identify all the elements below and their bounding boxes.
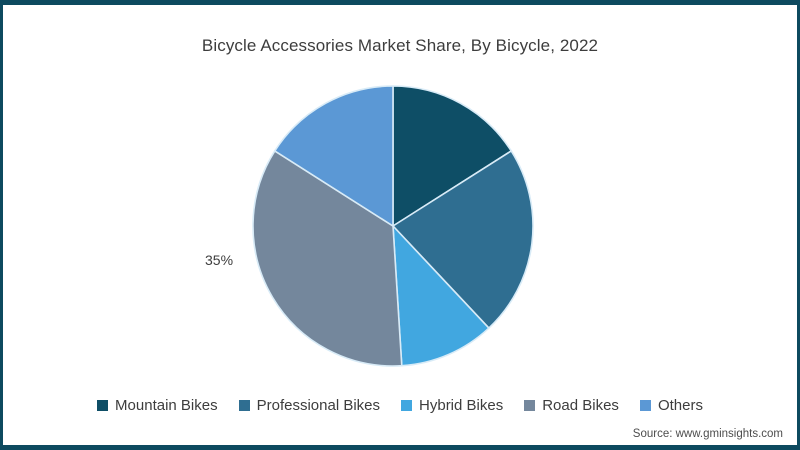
- legend-swatch-professional-bikes: [238, 400, 250, 411]
- legend-swatch-mountain-bikes: [97, 400, 109, 411]
- legend-swatch-hybrid-bikes: [401, 400, 413, 411]
- pie-slice-professional-bikes: [392, 150, 534, 329]
- pie-slice-road-bikes: [252, 150, 403, 367]
- legend-item-professional-bikes: Professional Bikes: [238, 397, 381, 414]
- legend-label-mountain-bikes: Mountain Bikes: [115, 397, 218, 414]
- legend-item-road-bikes: Road Bikes: [524, 397, 619, 414]
- source-attribution: Source: www.gminsights.com: [632, 428, 783, 440]
- legend-item-mountain-bikes: Mountain Bikes: [97, 397, 218, 414]
- legend-label-hybrid-bikes: Hybrid Bikes: [419, 397, 504, 414]
- pie-slice-mountain-bikes: [392, 85, 513, 227]
- pie-slice-hybrid-bikes: [392, 225, 490, 367]
- legend-item-hybrid-bikes: Hybrid Bikes: [401, 397, 503, 414]
- legend-swatch-road-bikes: [524, 400, 536, 411]
- legend-item-others: Others: [639, 397, 703, 414]
- pie-slice-others: [273, 85, 394, 227]
- legend-label-others: Others: [657, 397, 703, 414]
- legend-label-road-bikes: Road Bikes: [542, 397, 619, 414]
- chart-title: Bicycle Accessories Market Share, By Bic…: [201, 36, 599, 55]
- legend-swatch-others: [639, 400, 651, 411]
- legend: Mountain Bikes Professional Bikes Hybrid…: [3, 397, 797, 414]
- pie-data-label-road-bikes: 35%: [205, 252, 234, 268]
- pie-chart-svg: [252, 85, 534, 367]
- legend-label-professional-bikes: Professional Bikes: [256, 397, 381, 414]
- pie-chart: [243, 76, 543, 376]
